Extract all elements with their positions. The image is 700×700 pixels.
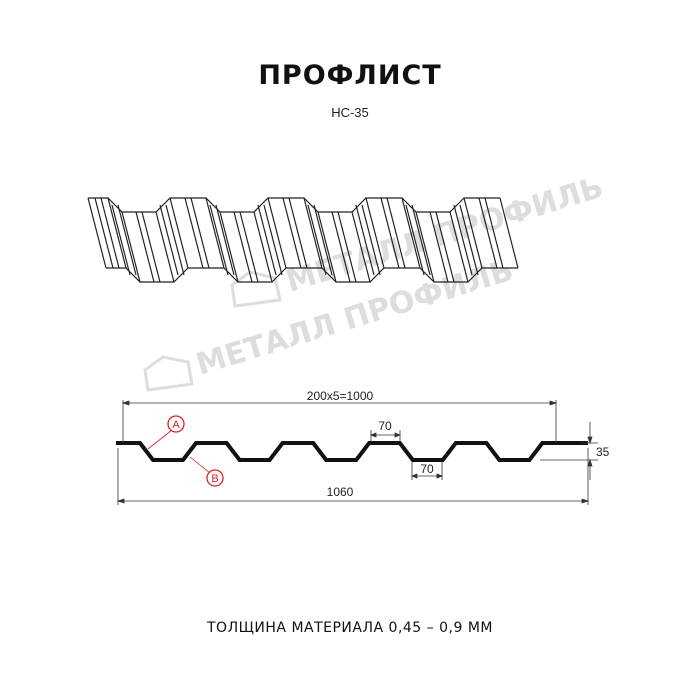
sheet-near-edge bbox=[106, 267, 518, 283]
sheet-groove-line bbox=[209, 204, 229, 276]
material-thickness-note: ТОЛЩИНА МАТЕРИАЛА 0,45 – 0,9 ММ bbox=[207, 620, 493, 636]
page-title: ПРОФЛИСТ bbox=[258, 60, 442, 91]
sheet-groove-line bbox=[263, 204, 283, 276]
full-width-label: 1060 bbox=[327, 485, 354, 499]
sheet-rib-line bbox=[253, 211, 273, 283]
sheet-groove-line bbox=[307, 204, 327, 276]
sheet-groove-line bbox=[100, 197, 120, 269]
sheet-groove-line bbox=[135, 211, 155, 283]
sheet-rib-line bbox=[351, 211, 371, 283]
sheet-groove-line bbox=[159, 204, 179, 276]
sheet-3d-view bbox=[87, 197, 519, 283]
sheet-groove-line bbox=[257, 204, 277, 276]
sheet-groove-line bbox=[411, 204, 431, 276]
sheet-groove-line bbox=[429, 211, 449, 283]
sheet-groove-line bbox=[111, 204, 131, 276]
sheet-groove-line bbox=[233, 211, 253, 283]
sheet-groove-line bbox=[361, 204, 381, 276]
sheet-rib-line bbox=[267, 197, 287, 269]
sheet-rib-line bbox=[205, 197, 225, 269]
sheet-groove-line bbox=[282, 197, 302, 269]
profile-model: НС-35 bbox=[331, 105, 369, 120]
sheet-groove-line bbox=[337, 211, 357, 283]
watermark-logo-icon bbox=[143, 355, 194, 392]
sheet-groove-line bbox=[453, 204, 473, 276]
profile-cross-section bbox=[116, 441, 588, 462]
sheet-groove-line bbox=[380, 197, 400, 269]
sheet-groove-line bbox=[355, 204, 375, 276]
sheet-rib-line bbox=[219, 211, 239, 283]
sheet-groove-line bbox=[94, 197, 114, 269]
sheet-rib-line bbox=[449, 211, 469, 283]
sheet-groove-line bbox=[141, 211, 161, 283]
dimension-lines bbox=[116, 400, 598, 505]
sheet-rib-line bbox=[87, 197, 107, 269]
sheet-groove-line bbox=[435, 211, 455, 283]
sheet-groove-line bbox=[405, 204, 425, 276]
sheet-rib-line bbox=[401, 197, 421, 269]
sheet-groove-line bbox=[117, 204, 137, 276]
top-flat-label: 70 bbox=[378, 419, 392, 433]
sheet-rib-line bbox=[155, 211, 175, 283]
callout-a: A bbox=[147, 415, 185, 450]
sheet-groove-line bbox=[215, 204, 235, 276]
sheet-groove-line bbox=[459, 204, 479, 276]
sheet-rib-line bbox=[303, 197, 323, 269]
watermark-logo-icon bbox=[230, 270, 282, 308]
callout-a-label: A bbox=[172, 419, 180, 431]
sheet-groove-line bbox=[288, 197, 308, 269]
sheet-groove-line bbox=[386, 197, 406, 269]
sheet-groove-line bbox=[331, 211, 351, 283]
sheet-rib-line bbox=[365, 197, 385, 269]
sheet-rib-line bbox=[317, 211, 337, 283]
sheet-groove-line bbox=[478, 197, 498, 269]
sheet-rib-line bbox=[463, 197, 483, 269]
height-label: 35 bbox=[596, 445, 610, 459]
cover-width-label: 200x5=1000 bbox=[307, 389, 374, 403]
callout-b: B bbox=[189, 456, 224, 487]
sheet-rib-line bbox=[499, 197, 519, 269]
sheet-groove-line bbox=[190, 197, 210, 269]
sheet-rib-line bbox=[415, 211, 435, 283]
sheet-groove-line bbox=[165, 204, 185, 276]
sheet-groove-line bbox=[184, 197, 204, 269]
sheet-rib-line bbox=[107, 197, 127, 269]
sheet-rib-line bbox=[121, 211, 141, 283]
sheet-far-edge bbox=[88, 197, 500, 213]
bottom-flat-label: 70 bbox=[420, 462, 434, 476]
sheet-groove-line bbox=[239, 211, 259, 283]
sheet-groove-line bbox=[484, 197, 504, 269]
sheet-rib-line bbox=[169, 197, 189, 269]
sheet-groove-line bbox=[313, 204, 333, 276]
callout-b-label: B bbox=[211, 473, 218, 485]
